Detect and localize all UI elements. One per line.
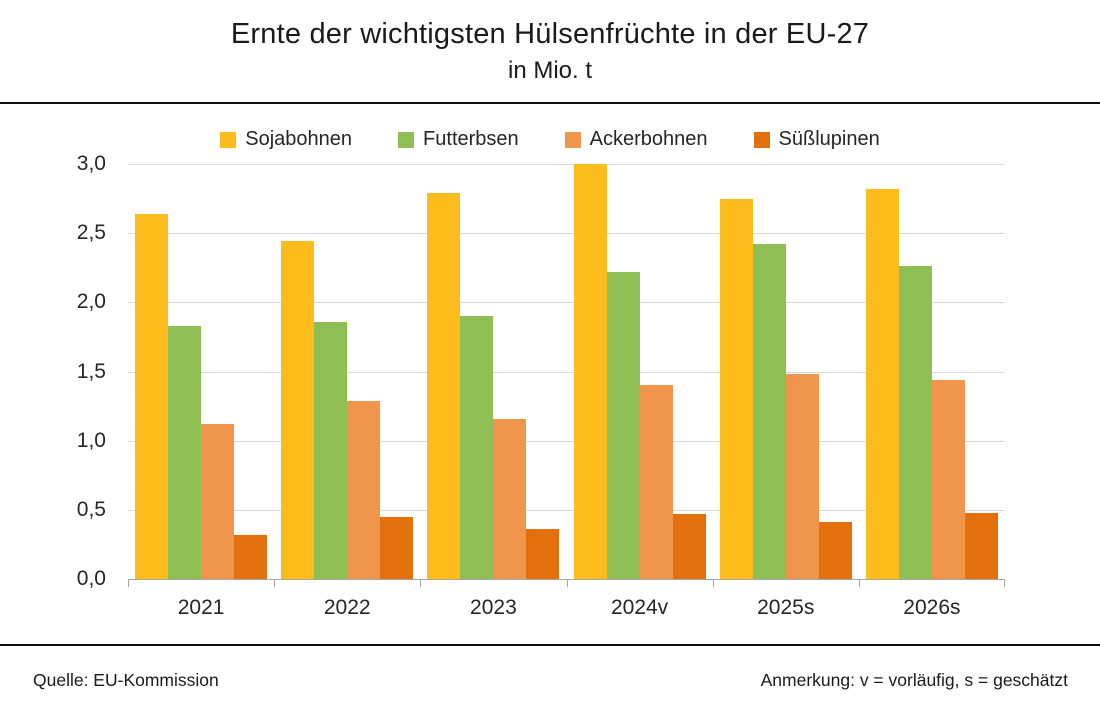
legend-item-futterbsen: Futterbsen [398, 128, 519, 151]
bar-futterbsen-2026s [898, 266, 932, 579]
x-axis-label-2025s: 2025s [757, 596, 815, 619]
legend-swatch-icon [564, 131, 581, 148]
gridline [128, 509, 1005, 511]
legend-item-ackerbohnen: Ackerbohnen [564, 128, 708, 151]
chart-subtitle: in Mio. t [507, 57, 593, 84]
source-note: Quelle: EU-Kommission [33, 670, 219, 690]
bar-susslupinen-2026s [964, 512, 998, 579]
legend-label: Futterbsen [423, 128, 519, 150]
bar-ackerbohnen-2025s [785, 374, 819, 579]
y-axis-label: 1,0 [76, 428, 106, 452]
bar-sojabohnen-2024v [573, 164, 607, 579]
bar-ackerbohnen-2026s [931, 379, 965, 579]
legend-label: Ackerbohnen [589, 128, 708, 150]
axis-tick [567, 580, 568, 587]
axis-tick [128, 580, 129, 587]
bar-susslupinen-2022 [380, 516, 414, 579]
gridline [128, 233, 1005, 235]
gridline [128, 302, 1005, 304]
legend-swatch-icon [220, 131, 237, 148]
bar-ackerbohnen-2021 [201, 424, 235, 579]
y-axis-label: 2,0 [76, 290, 106, 314]
bar-susslupinen-2023 [526, 529, 560, 579]
gridline [128, 164, 1005, 165]
y-axis-label: 1,5 [76, 359, 106, 383]
bar-susslupinen-2024v [672, 513, 706, 579]
bar-ackerbohnen-2024v [639, 385, 673, 579]
axis-tick [713, 580, 714, 587]
bar-futterbsen-2022 [314, 321, 348, 579]
bar-sojabohnen-2025s [719, 198, 753, 579]
plot-area [128, 164, 1005, 587]
x-axis-line [128, 579, 1005, 580]
x-axis-label-2023: 2023 [470, 596, 517, 619]
gridline [128, 440, 1005, 442]
bar-sojabohnen-2026s [865, 188, 899, 579]
x-axis-label-2024v: 2024v [610, 596, 669, 619]
legend-item-sojabohnen: Sojabohnen [220, 128, 352, 151]
legend-label: Süßlupinen [778, 128, 880, 150]
bar-futterbsen-2024v [606, 271, 640, 579]
bar-sojabohnen-2021 [135, 213, 169, 579]
axis-tick [420, 580, 421, 587]
axis-tick [274, 580, 275, 587]
bar-sojabohnen-2022 [281, 241, 315, 579]
annotation-note: Anmerkung: v = vorläufig, s = geschätzt [760, 670, 1068, 690]
y-axis-label: 0,0 [76, 567, 106, 590]
y-axis-label: 3,0 [76, 152, 106, 175]
chart-title: Ernte der wichtigsten Hülsenfrüchte in d… [230, 18, 870, 50]
x-axis-label-2022: 2022 [323, 596, 371, 619]
bar-sojabohnen-2023 [427, 193, 461, 579]
bar-ackerbohnen-2023 [493, 418, 527, 579]
legend-swatch-icon [753, 131, 770, 148]
bottom-divider [0, 644, 1100, 646]
chart-legend: Sojabohnen Futterbsen Ackerbohnen Süßlupine… [0, 128, 1100, 151]
top-divider [0, 102, 1100, 104]
y-axis-label: 2,5 [76, 221, 106, 245]
axis-tick [1004, 580, 1005, 587]
axis-tick [859, 580, 860, 587]
x-axis-label-2021: 2021 [177, 596, 225, 619]
bar-susslupinen-2021 [234, 534, 268, 579]
bar-futterbsen-2025s [752, 244, 786, 579]
gridline [128, 371, 1005, 373]
bar-futterbsen-2021 [168, 325, 202, 579]
legend-swatch-icon [398, 131, 415, 148]
bar-futterbsen-2023 [460, 316, 494, 579]
bar-susslupinen-2025s [818, 522, 852, 579]
bar-ackerbohnen-2022 [347, 400, 381, 579]
x-axis-label-2026s: 2026s [903, 596, 961, 619]
y-axis-label: 0,5 [76, 497, 106, 521]
legend-label: Sojabohnen [245, 128, 353, 150]
legend-item-susslupinen: Süßlupinen [753, 128, 880, 151]
